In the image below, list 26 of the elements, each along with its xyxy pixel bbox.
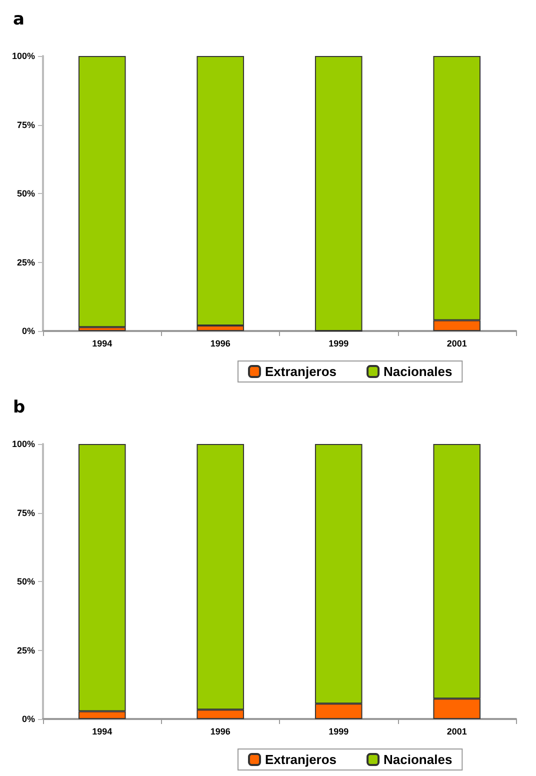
y-tick-label: 0% — [22, 714, 35, 724]
bar — [314, 56, 362, 331]
x-tick-label: 1994 — [92, 338, 112, 348]
x-tick-label: 1994 — [92, 726, 112, 736]
legend-label: Nacionales — [384, 752, 452, 767]
legend-label: Extranjeros — [265, 364, 337, 379]
y-tick-label: 25% — [16, 257, 35, 268]
x-tick-label: 2001 — [446, 726, 467, 736]
y-tick-label: 100% — [12, 51, 35, 61]
y-tick-label: 25% — [16, 645, 35, 656]
y-tick-label: 50% — [16, 576, 35, 586]
chart-title: a — [13, 10, 24, 30]
x-tick-label: 1996 — [210, 338, 230, 348]
y-tick-label: 0% — [22, 326, 35, 336]
x-tick-label: 1999 — [328, 726, 349, 736]
chart-title: b — [13, 398, 26, 418]
legend-label: Nacionales — [384, 364, 452, 379]
y-tick-label: 75% — [16, 508, 35, 518]
x-tick-label: 1999 — [328, 338, 349, 348]
y-tick-label: 75% — [16, 120, 35, 130]
x-tick-label: 2001 — [446, 338, 467, 348]
legend-label: Extranjeros — [265, 752, 337, 767]
x-tick-label: 1996 — [210, 726, 230, 736]
bar — [78, 56, 126, 328]
y-tick-label: 50% — [16, 188, 35, 198]
y-tick-label: 100% — [12, 439, 35, 449]
